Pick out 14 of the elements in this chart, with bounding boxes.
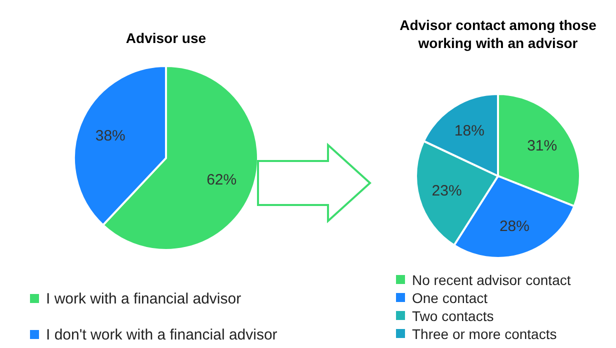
legend-label: One contact — [412, 290, 488, 306]
data-label: 23% — [432, 182, 462, 200]
data-label: 18% — [454, 122, 484, 140]
data-label: 31% — [527, 138, 558, 155]
data-label: 28% — [499, 218, 530, 236]
chart-title: Advisor contact among those working with an advisor — [400, 17, 597, 51]
data-label: 62% — [206, 172, 237, 189]
legend-label: Two contacts — [412, 308, 494, 324]
legend-label: No recent advisor contact — [412, 272, 571, 288]
legend-label: Three or more contacts — [412, 326, 557, 342]
legend-label: I don't work with a financial advisor — [46, 326, 278, 344]
legend-label: I work with a financial advisor — [46, 290, 242, 308]
chart-title: Advisor use — [126, 30, 206, 46]
data-label: 38% — [95, 127, 126, 144]
